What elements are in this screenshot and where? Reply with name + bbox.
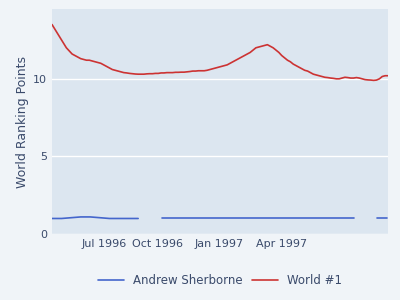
Y-axis label: World Ranking Points: World Ranking Points	[16, 56, 29, 188]
World #1	[308, 71, 313, 74]
World #1	[164, 71, 169, 74]
Andrew Sherborne	[107, 217, 112, 220]
Andrew Sherborne	[126, 217, 131, 220]
Andrew Sherborne	[59, 217, 64, 220]
Andrew Sherborne	[69, 216, 74, 220]
Andrew Sherborne	[136, 217, 140, 220]
World #1	[118, 70, 123, 74]
World #1	[87, 58, 92, 62]
Andrew Sherborne	[117, 217, 122, 220]
World #1	[50, 23, 54, 26]
Line: Andrew Sherborne: Andrew Sherborne	[52, 217, 138, 218]
Andrew Sherborne	[88, 215, 93, 219]
Andrew Sherborne	[78, 215, 83, 219]
Andrew Sherborne	[98, 216, 102, 220]
World #1	[314, 73, 319, 77]
World #1	[386, 74, 390, 77]
Line: World #1: World #1	[52, 25, 388, 80]
World #1	[371, 79, 376, 82]
Legend: Andrew Sherborne, World #1: Andrew Sherborne, World #1	[98, 274, 342, 287]
Andrew Sherborne	[50, 217, 54, 220]
World #1	[282, 56, 287, 60]
